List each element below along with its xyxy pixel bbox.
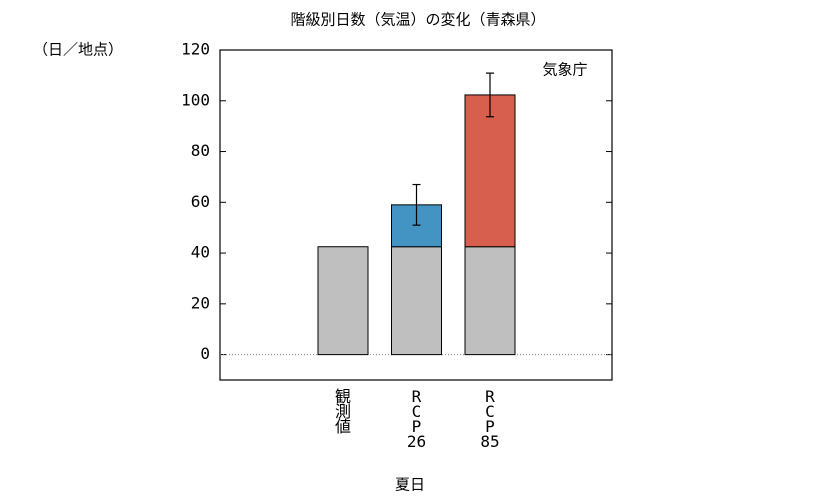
y-tick-label: 100 [181,90,210,109]
y-tick-label: 120 [181,40,210,59]
y-tick-label: 60 [191,192,210,211]
error-bar [412,183,421,226]
x-tick-label: R C P 26 [407,387,426,451]
x-tick-label: 観測値 [335,387,351,436]
y-tick-label: 20 [191,293,210,312]
y-tick-label: 80 [191,141,210,160]
bar [391,246,442,356]
y-tick-label: 40 [191,243,210,262]
error-bar [486,72,494,118]
bar [464,94,516,248]
x-tick-label: R C P 85 [480,387,499,451]
y-axis-label: （日／地点） [33,41,123,59]
x-axis-label: 夏日 [395,476,425,494]
plot-frame [219,49,613,381]
chart-title: 階級別日数（気温）の変化（青森県） [290,11,545,29]
y-tick-label: 0 [200,344,210,363]
bar [317,246,369,356]
annotation: 気象庁 [542,61,587,79]
bar [464,246,516,356]
